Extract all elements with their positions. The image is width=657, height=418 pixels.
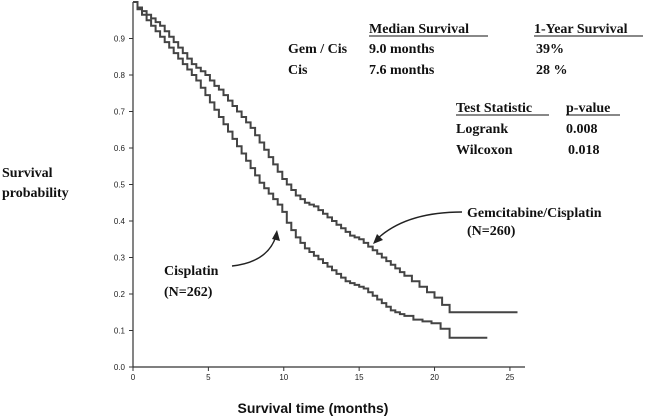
y-tick-label: 0.7 [114,108,126,117]
row-gemcis-one-year: 39% [536,42,564,57]
gemcis-arrow [375,211,463,241]
test-row-wilcoxon: Wilcoxon [456,143,513,158]
median-survival-table: Median Survival 1-Year Survival Gem / Ci… [288,22,643,78]
row-cis-one-year: 28 % [536,63,568,78]
cisplatin-arrow [231,235,277,267]
row-gemcis-group: Gem / Cis [288,42,348,57]
cisplatin-n-label: (N=262) [164,285,213,300]
y-axis-label-line2: probability [2,186,69,201]
y-tick-label: 0.5 [114,181,126,190]
y-axis-label-line1: Survival [2,166,53,181]
y-tick-label: 0.3 [114,254,126,263]
row-cis-group: Cis [288,63,308,78]
test-row-logrank: Logrank [456,122,508,137]
x-tick-label: 20 [430,373,439,382]
median-header: Median Survival [369,22,469,37]
gemcis-label: Gemcitabine/Cisplatin [467,206,602,221]
y-tick-label: 0.8 [114,71,126,80]
survival-curves [133,1,518,339]
one-year-header: 1-Year Survival [534,22,628,37]
gemcis-arrowhead [373,234,383,244]
y-tick-label: 0.9 [114,35,126,44]
gemcis-survival-curve [133,1,518,314]
x-tick-label: 15 [355,373,364,382]
y-tick-label: 0.4 [114,217,126,226]
test-header: Test Statistic [456,101,532,116]
x-tick-label: 5 [206,373,211,382]
row-cis-median: 7.6 months [369,63,435,78]
y-ticks: 0.0 0.1 0.2 0.3 0.4 0.5 0.6 0.7 0.8 0.9 [114,35,133,372]
pvalue-row-logrank: 0.008 [566,122,598,137]
pvalue-header: p-value [566,101,610,116]
y-tick-label: 0.6 [114,144,126,153]
cisplatin-arrowhead [272,230,280,241]
cisplatin-label: Cisplatin [164,264,219,279]
y-tick-label: 0.1 [114,327,126,336]
x-axis-label: Survival time (months) [238,400,389,416]
x-tick-label: 10 [279,373,288,382]
y-tick-label: 0.0 [114,363,126,372]
gemcis-n-label: (N=260) [467,224,516,239]
y-tick-label: 0.2 [114,290,126,299]
row-gemcis-median: 9.0 months [369,42,435,57]
cisplatin-survival-curve [133,1,488,339]
cisplatin-annotation: Cisplatin (N=262) [164,230,280,300]
pvalue-row-wilcoxon: 0.018 [568,143,600,158]
x-ticks: 0 5 10 15 20 25 [131,367,515,382]
x-tick-label: 0 [131,373,136,382]
gemcis-annotation: Gemcitabine/Cisplatin (N=260) [373,206,602,244]
x-tick-label: 25 [505,373,514,382]
test-statistic-table: Test Statistic p-value Logrank 0.008 Wil… [456,101,620,158]
